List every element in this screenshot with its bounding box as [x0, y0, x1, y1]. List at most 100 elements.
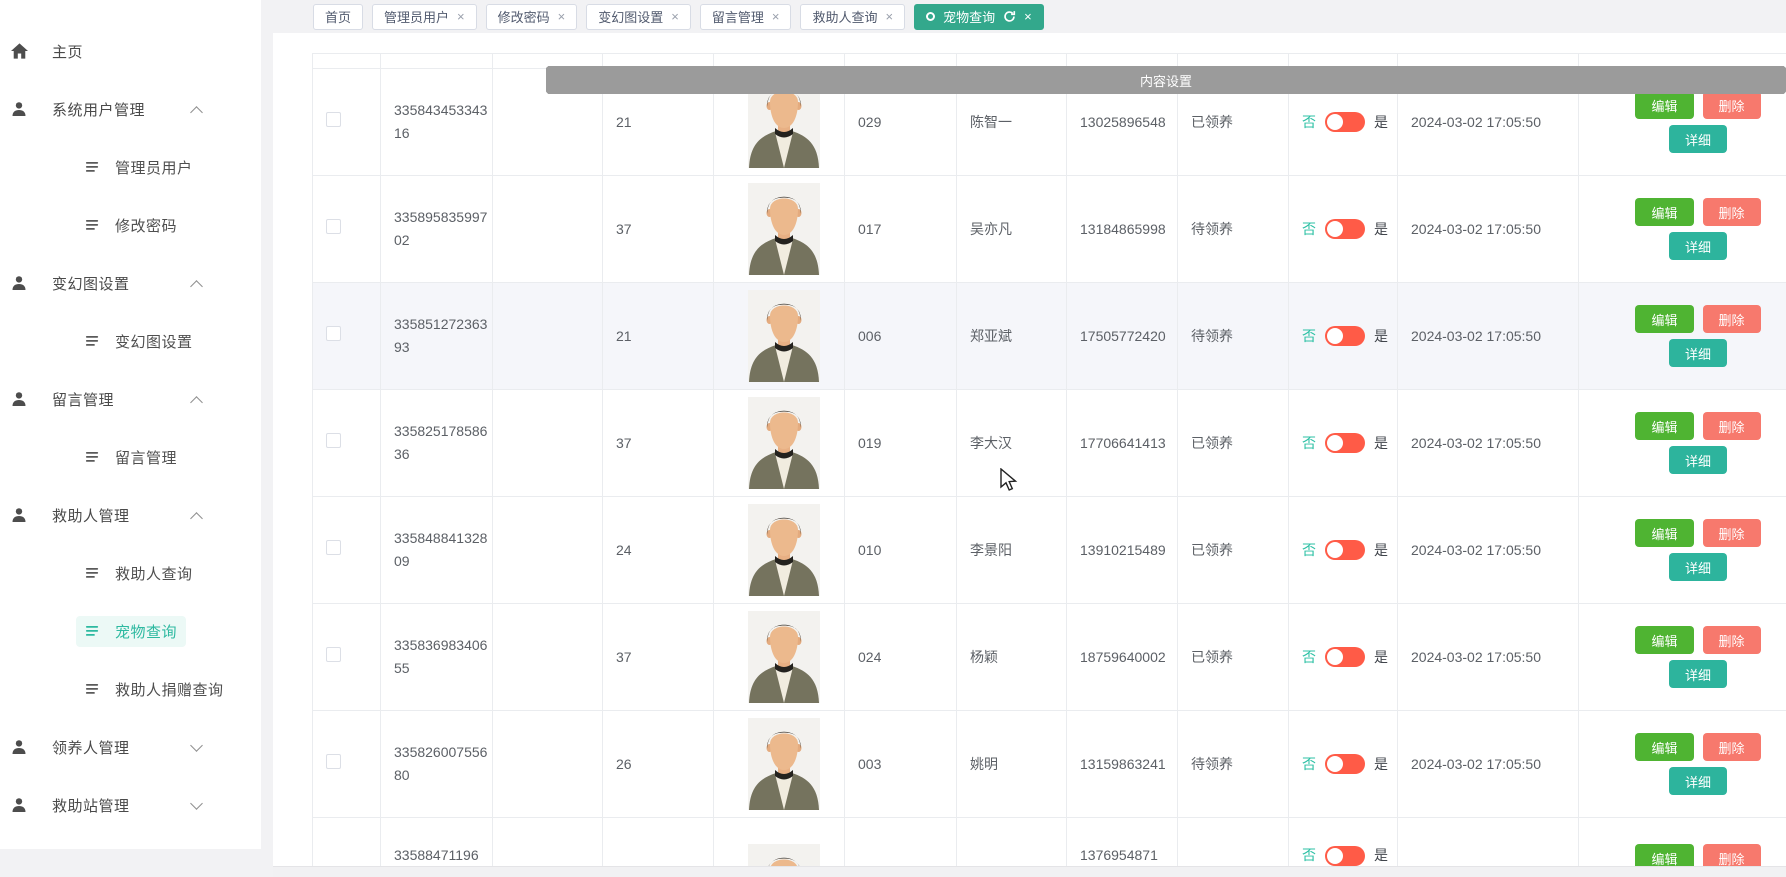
- adopted-toggle[interactable]: [1325, 540, 1365, 560]
- sidebar-subitem-content: 留言管理: [76, 442, 186, 473]
- tab-rescuer-query[interactable]: 救助人查询 ×: [800, 3, 906, 30]
- refresh-icon[interactable]: [1003, 10, 1016, 23]
- sidebar-item-pet-query[interactable]: 宠物查询: [0, 602, 261, 660]
- sidebar-item-message-management-group[interactable]: 留言管理: [0, 370, 261, 428]
- edit-button[interactable]: 编辑: [1635, 519, 1694, 547]
- time-cell: [1397, 817, 1579, 866]
- table-row: 33585127236393 21 006 郑亚斌 17505772420 待领养否是 20…: [312, 66, 1786, 390]
- row-checkbox[interactable]: [326, 111, 341, 127]
- tab-home[interactable]: 首页: [313, 3, 364, 30]
- user-icon: [11, 391, 31, 407]
- sidebar-item-change-password[interactable]: 修改密码: [0, 196, 261, 254]
- adopted-toggle[interactable]: [1325, 845, 1365, 866]
- delete-button[interactable]: 删除: [1702, 91, 1761, 119]
- id-cell: 33589583599702: [380, 175, 493, 283]
- edit-button[interactable]: 编辑: [1635, 626, 1694, 654]
- delete-button[interactable]: 删除: [1702, 519, 1761, 547]
- adopt-toggle-group: 否是: [1302, 218, 1393, 241]
- sidebar-item-admin-user[interactable]: 管理员用户: [0, 138, 261, 196]
- delete-button[interactable]: 删除: [1702, 198, 1761, 226]
- row-action-buttons: 编辑删除详细内容设置: [546, 66, 1786, 474]
- sidebar-item-rescuer-donation-query[interactable]: 救助人捐赠查询: [0, 660, 261, 718]
- delete-button[interactable]: 删除: [1702, 844, 1761, 866]
- checkbox-cell: [312, 175, 381, 283]
- id-cell: 33588471196: [380, 817, 493, 866]
- edit-button[interactable]: 编辑: [1635, 91, 1694, 119]
- delete-button[interactable]: 删除: [1702, 305, 1761, 333]
- tab-admin-user[interactable]: 管理员用户 ×: [372, 3, 477, 30]
- time-cell: 2024-03-02 17:05:50: [1397, 389, 1579, 497]
- tab-change-password[interactable]: 修改密码 ×: [485, 3, 578, 30]
- close-icon[interactable]: ×: [1024, 9, 1032, 24]
- detail-button[interactable]: 详细: [1668, 446, 1727, 474]
- time-cell: 2024-03-02 17:05:50: [1397, 603, 1579, 711]
- row-checkbox[interactable]: [326, 325, 341, 341]
- adopted-toggle[interactable]: [1325, 112, 1365, 132]
- adopted-toggle[interactable]: [1325, 326, 1365, 346]
- adopted-toggle[interactable]: [1325, 433, 1365, 453]
- actions-cell: 编辑删除详细内容设置: [546, 66, 1786, 283]
- user-icon: [11, 797, 31, 813]
- close-icon[interactable]: ×: [557, 9, 566, 24]
- tab-label: 宠物查询: [943, 10, 996, 25]
- detail-button[interactable]: 详细: [1668, 660, 1727, 688]
- row-checkbox[interactable]: [326, 646, 341, 662]
- adopt-toggle-group: 否是: [1302, 111, 1393, 134]
- sidebar-item-rescue-station-management[interactable]: 救助站管理: [0, 776, 261, 834]
- close-icon[interactable]: ×: [671, 9, 679, 24]
- detail-button[interactable]: 详细: [1668, 232, 1727, 260]
- delete-button[interactable]: 删除: [1702, 626, 1761, 654]
- edit-button[interactable]: 编辑: [1635, 844, 1694, 866]
- delete-button[interactable]: 删除: [1702, 733, 1761, 761]
- detail-button[interactable]: 详细: [1668, 339, 1727, 367]
- close-icon[interactable]: ×: [885, 9, 894, 24]
- row-checkbox[interactable]: [326, 432, 341, 448]
- delete-button[interactable]: 删除: [1702, 412, 1761, 440]
- edit-button[interactable]: 编辑: [1635, 198, 1694, 226]
- row-action-buttons: 编辑删除详细内容设置: [546, 66, 1786, 866]
- sidebar-item-system-user-management[interactable]: 系统用户管理: [0, 80, 261, 138]
- sidebar-item-label: 系统用户管理: [52, 101, 146, 119]
- toggle-off-label: 否: [1302, 220, 1316, 237]
- adopted-toggle[interactable]: [1325, 219, 1365, 239]
- pet-table: 33584345334316 21 029 陈智一 13025896548 已领养否是 20…: [312, 53, 1786, 866]
- row-checkbox[interactable]: [326, 539, 341, 555]
- sidebar-item-slideshow-settings[interactable]: 变幻图设置: [0, 312, 261, 370]
- tab-pet-query[interactable]: 宠物查询 ×: [914, 3, 1044, 30]
- sidebar-item-rescuer-query[interactable]: 救助人查询: [0, 544, 261, 602]
- avatar-image: [747, 397, 820, 489]
- close-icon[interactable]: ×: [457, 9, 465, 24]
- detail-button[interactable]: 详细: [1668, 767, 1727, 795]
- adopt-toggle-group: 否是: [1302, 432, 1393, 455]
- row-checkbox[interactable]: [326, 753, 341, 769]
- adopted-toggle[interactable]: [1325, 754, 1365, 774]
- sidebar-item-label: 宠物查询: [115, 623, 178, 641]
- tab-slideshow-settings[interactable]: 变幻图设置 ×: [586, 3, 691, 30]
- sidebar: 主页 系统用户管理 管理员用户 修改密码 变幻图设置 变幻图设置 留言管理 留言管理 救助人管理…: [0, 0, 261, 849]
- close-icon[interactable]: ×: [771, 9, 780, 24]
- detail-button[interactable]: 详细: [1668, 125, 1727, 153]
- name-cell: 姚明: [956, 710, 1067, 818]
- sidebar-item-adopter-management[interactable]: 领养人管理: [0, 718, 261, 776]
- list-icon: [85, 335, 101, 347]
- detail-button[interactable]: 详细: [1668, 553, 1727, 581]
- edit-button[interactable]: 编辑: [1635, 733, 1694, 761]
- sidebar-subitem-content: 变幻图设置: [76, 326, 202, 357]
- edit-button[interactable]: 编辑: [1635, 305, 1694, 333]
- sidebar-item-label: 主页: [52, 43, 84, 61]
- status-cell: 已领养: [1177, 389, 1289, 497]
- sidebar-item-message-management[interactable]: 留言管理: [0, 428, 261, 486]
- code-cell: 003: [844, 710, 957, 818]
- tab-message-management[interactable]: 留言管理 ×: [699, 3, 792, 30]
- status-cell: [1177, 817, 1289, 866]
- toggle-off-label: 否: [1302, 434, 1316, 451]
- row-checkbox[interactable]: [326, 218, 341, 234]
- edit-button[interactable]: 编辑: [1635, 412, 1694, 440]
- horizontal-scrollbar[interactable]: [273, 866, 1786, 877]
- avatar-cell: [713, 496, 845, 604]
- sidebar-item-slideshow-settings-group[interactable]: 变幻图设置: [0, 254, 261, 312]
- adopted-toggle[interactable]: [1325, 647, 1365, 667]
- sidebar-item-rescuer-management[interactable]: 救助人管理: [0, 486, 261, 544]
- sidebar-item-home[interactable]: 主页: [0, 22, 261, 80]
- list-icon: [85, 567, 101, 579]
